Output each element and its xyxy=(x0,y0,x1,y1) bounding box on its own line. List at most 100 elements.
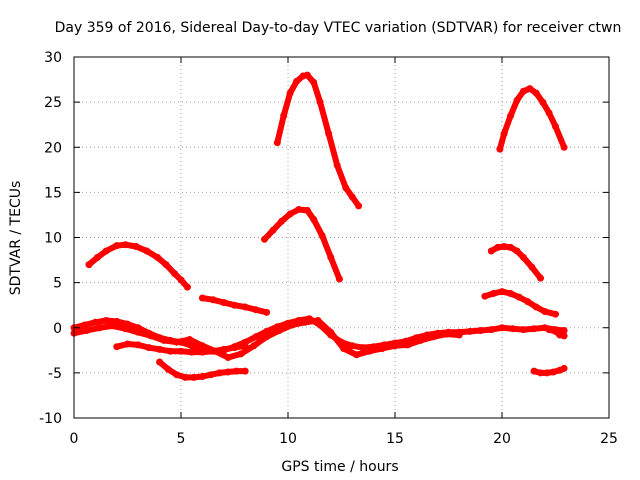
data-point xyxy=(455,331,463,339)
data-point xyxy=(171,270,179,278)
data-point xyxy=(340,345,348,352)
data-point xyxy=(293,77,301,85)
data-point xyxy=(295,206,303,213)
data-point xyxy=(250,342,258,350)
x-tick-label: 0 xyxy=(70,431,79,447)
data-point xyxy=(481,292,489,300)
data-point xyxy=(430,333,437,341)
data-point xyxy=(496,145,504,153)
data-point xyxy=(507,112,515,120)
data-point xyxy=(207,371,215,379)
series-baseline-c xyxy=(113,340,249,356)
data-point xyxy=(288,321,296,329)
data-point xyxy=(286,89,294,97)
data-point xyxy=(524,298,532,306)
data-point xyxy=(487,326,495,334)
data-point xyxy=(301,318,309,326)
data-point xyxy=(183,283,191,291)
data-point xyxy=(560,143,568,151)
data-point xyxy=(96,324,104,332)
y-tick-label: 0 xyxy=(53,321,62,337)
data-point xyxy=(162,261,170,269)
series-arc-evening xyxy=(487,243,544,282)
data-point xyxy=(498,324,506,332)
data-point xyxy=(500,243,508,250)
data-point xyxy=(91,318,99,326)
data-point xyxy=(263,308,271,316)
data-point xyxy=(198,342,206,350)
series-arc-high-noon xyxy=(273,71,363,210)
data-point xyxy=(280,112,288,120)
data-point xyxy=(121,325,129,333)
data-point xyxy=(241,367,249,375)
grid xyxy=(74,57,609,418)
data-point xyxy=(156,358,164,366)
data-point xyxy=(541,308,549,315)
data-point xyxy=(513,96,521,104)
data-point xyxy=(113,242,121,250)
x-tick-label: 10 xyxy=(279,431,297,447)
data-point xyxy=(507,290,515,297)
data-point xyxy=(316,98,324,106)
x-tick-label: 25 xyxy=(600,431,618,447)
series-baseline-b xyxy=(70,317,463,361)
data-point xyxy=(532,303,540,311)
data-point xyxy=(528,263,536,271)
data-point xyxy=(353,351,360,359)
y-tick-label: -5 xyxy=(48,366,62,382)
y-tick-label: 5 xyxy=(53,276,62,292)
data-point xyxy=(378,345,386,352)
data-point xyxy=(237,350,245,358)
data-point xyxy=(335,275,343,283)
x-tick-label: 5 xyxy=(177,431,186,447)
data-point xyxy=(543,369,551,377)
series-low-trough xyxy=(156,358,249,381)
series-arc-low-morning xyxy=(198,294,271,316)
data-series xyxy=(70,71,568,381)
data-point xyxy=(530,367,538,375)
data-point xyxy=(252,306,260,314)
data-point xyxy=(252,333,260,341)
data-point xyxy=(489,290,497,297)
data-point xyxy=(417,336,425,344)
data-point xyxy=(477,327,485,334)
data-point xyxy=(537,369,544,377)
data-point xyxy=(348,342,356,350)
data-point xyxy=(102,317,110,324)
data-point xyxy=(198,348,206,356)
data-point xyxy=(560,364,568,372)
data-point xyxy=(333,161,341,169)
data-point xyxy=(145,344,153,352)
data-point xyxy=(109,322,116,330)
data-point xyxy=(102,247,110,255)
data-point xyxy=(303,206,311,214)
data-point xyxy=(134,341,142,349)
data-point xyxy=(233,367,241,375)
series-tail-evening xyxy=(545,326,568,340)
data-point xyxy=(160,336,168,344)
data-point xyxy=(209,296,217,304)
data-point xyxy=(198,373,206,380)
data-point xyxy=(173,371,181,379)
data-point xyxy=(509,325,517,333)
data-point xyxy=(530,325,538,333)
series-arc-low-evening xyxy=(481,288,559,318)
data-point xyxy=(113,343,121,351)
data-point xyxy=(519,87,527,95)
data-point xyxy=(314,317,322,324)
data-point xyxy=(286,210,294,218)
data-point xyxy=(404,341,412,349)
data-point xyxy=(224,354,232,361)
series-low-evening xyxy=(530,364,568,377)
data-point xyxy=(154,253,161,261)
data-point xyxy=(310,215,318,223)
data-point xyxy=(166,347,174,355)
data-point xyxy=(278,217,286,225)
data-point xyxy=(327,328,335,336)
data-point xyxy=(147,332,155,340)
data-point xyxy=(269,226,277,234)
data-point xyxy=(539,98,547,106)
data-point xyxy=(318,232,326,240)
